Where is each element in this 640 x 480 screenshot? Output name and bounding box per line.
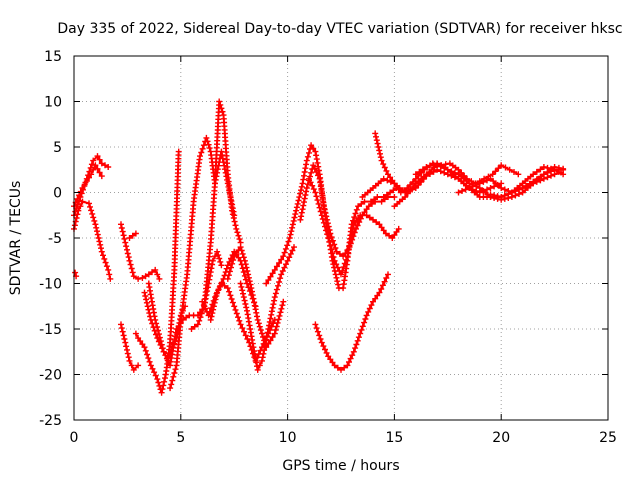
series-track-p — [224, 244, 287, 351]
series-track-t — [312, 271, 391, 373]
data-series — [71, 98, 567, 396]
series-track-r — [297, 162, 400, 292]
series-track-f — [126, 230, 139, 241]
y-tick-label: 5 — [53, 140, 62, 156]
series-markers — [72, 269, 80, 280]
series-track-e — [118, 221, 163, 282]
series-track-d — [72, 269, 80, 280]
series-line — [169, 136, 236, 390]
series-markers — [306, 175, 402, 278]
y-tick-label: 15 — [44, 49, 62, 65]
series-markers — [237, 244, 297, 373]
y-tick-label: -5 — [48, 231, 62, 247]
series-markers — [118, 321, 142, 373]
x-axis-label: GPS time / hours — [282, 458, 399, 474]
y-tick-label: -25 — [39, 413, 62, 429]
y-tick-label: -20 — [39, 368, 62, 384]
series-markers — [487, 164, 567, 200]
y-tick-label: -15 — [39, 322, 62, 338]
grid — [74, 56, 608, 420]
y-tick-label: 10 — [44, 95, 62, 111]
series-line — [361, 168, 503, 198]
series-markers — [126, 230, 139, 241]
y-tick-label: -10 — [39, 277, 62, 293]
chart-title: Day 335 of 2022, Sidereal Day-to-day VTE… — [57, 21, 622, 37]
axis-ticks: 0 5 10 15 20 25 -25 -20 -15 -10 -5 0 5 10 15 — [39, 49, 617, 446]
y-tick-label: 0 — [53, 186, 62, 202]
x-tick-label: 15 — [385, 430, 403, 446]
x-tick-label: 25 — [599, 430, 617, 446]
series-markers — [312, 271, 391, 373]
x-tick-label: 20 — [492, 430, 510, 446]
series-markers — [188, 98, 244, 332]
series-track-g — [118, 321, 142, 373]
x-tick-label: 5 — [176, 430, 185, 446]
series-markers — [224, 244, 287, 351]
series-markers — [71, 198, 114, 282]
series-track-k — [167, 134, 238, 392]
series-markers — [118, 221, 163, 282]
series-line — [489, 166, 565, 198]
series-track-l — [188, 98, 244, 332]
series-track-s — [306, 175, 402, 278]
y-axis-label: SDTVAR / TECUs — [8, 181, 24, 296]
x-tick-label: 10 — [279, 430, 297, 446]
series-track-z — [487, 164, 567, 200]
series-track-c — [71, 198, 114, 282]
x-tick-label: 0 — [70, 430, 79, 446]
